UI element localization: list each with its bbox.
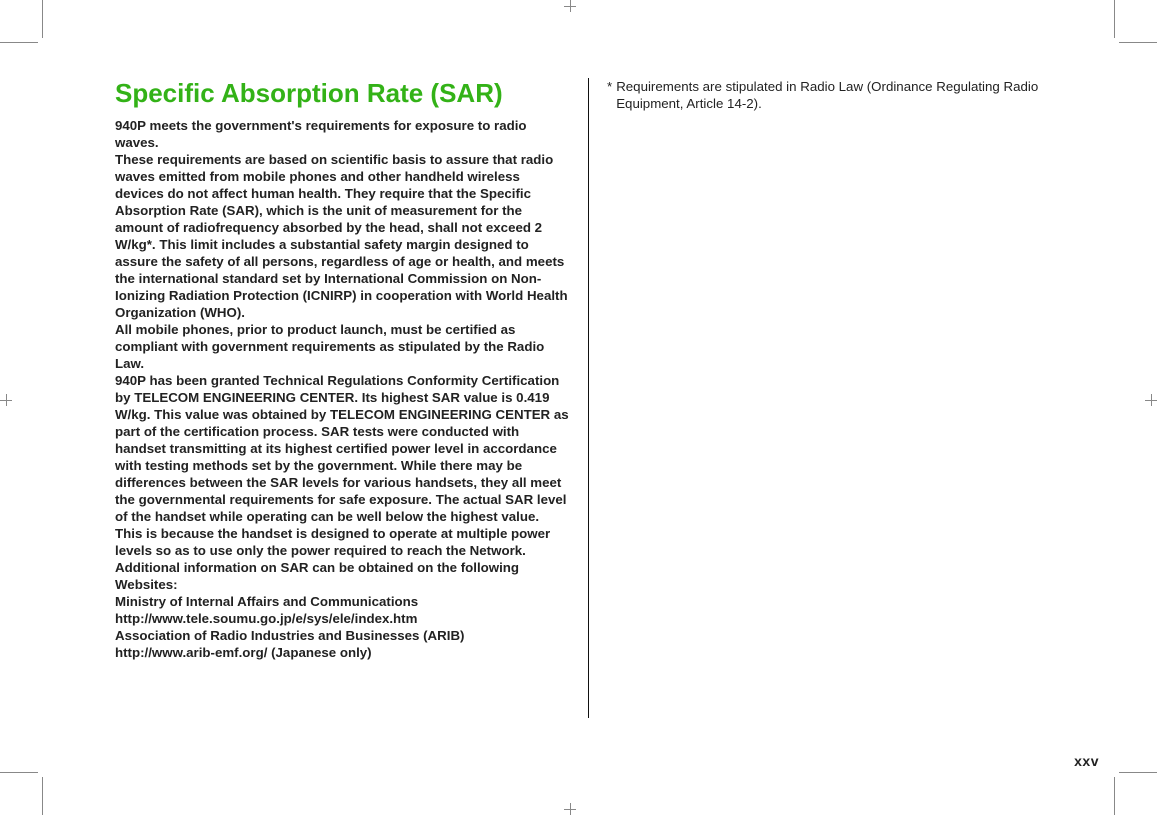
body-paragraph: 940P has been granted Technical Regulati… (115, 372, 570, 559)
right-column: * Requirements are stipulated in Radio L… (589, 78, 1080, 718)
crop-mark (42, 777, 43, 815)
footnote-marker: * (607, 78, 612, 112)
crop-mark (1114, 777, 1115, 815)
body-paragraph: All mobile phones, prior to product laun… (115, 321, 570, 372)
body-paragraph: Ministry of Internal Affairs and Communi… (115, 593, 570, 610)
body-paragraph: These requirements are based on scientif… (115, 151, 570, 321)
left-column: Specific Absorption Rate (SAR) 940P meet… (115, 78, 589, 718)
body-paragraph: Additional information on SAR can be obt… (115, 559, 570, 593)
footnote-text: Requirements are stipulated in Radio Law… (616, 78, 1062, 112)
page-content: Specific Absorption Rate (SAR) 940P meet… (115, 78, 1080, 718)
crop-mark (0, 772, 38, 773)
section-title: Specific Absorption Rate (SAR) (115, 78, 570, 109)
body-paragraph: 940P meets the government's requirements… (115, 117, 570, 151)
crop-mark (1119, 42, 1157, 43)
crop-mark (42, 0, 43, 38)
body-link: http://www.arib-emf.org/ (Japanese only) (115, 644, 570, 661)
body-link: http://www.tele.soumu.go.jp/e/sys/ele/in… (115, 610, 570, 627)
crop-mark (1119, 772, 1157, 773)
page-number: xxv (1074, 753, 1099, 769)
crop-mark (1114, 0, 1115, 38)
crop-mark (0, 42, 38, 43)
body-paragraph: Association of Radio Industries and Busi… (115, 627, 570, 644)
footnote: * Requirements are stipulated in Radio L… (607, 78, 1062, 112)
